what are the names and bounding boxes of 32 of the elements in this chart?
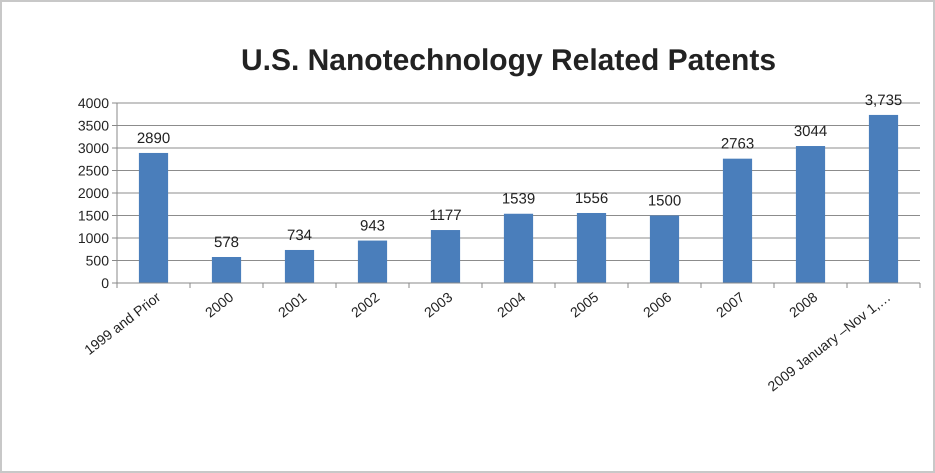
bar [650,216,680,283]
y-tick-label: 2000 [78,184,110,201]
bar [138,152,168,283]
data-label: 3044 [794,123,828,140]
bar [576,212,606,283]
bar [430,230,460,283]
y-tick-label: 4000 [78,94,110,111]
y-tick-label: 1500 [78,207,110,224]
data-label: 1556 [574,190,608,207]
chart-title: U.S. Nanotechnology Related Patents [240,44,776,77]
y-tick-label: 3000 [78,140,110,156]
data-label: 2763 [720,136,754,153]
data-label: 1500 [648,192,682,210]
y-tick-label: 2500 [78,162,110,178]
bar [796,146,826,283]
data-label: 578 [214,234,240,251]
bar [504,214,534,283]
data-label: 943 [360,218,386,235]
data-label: 734 [286,226,312,244]
bar [212,256,242,283]
data-label: 1177 [429,207,462,224]
data-label: 2890 [136,130,170,147]
bar [358,240,388,283]
y-tick-label: 1000 [78,230,110,246]
data-label: 3,735 [864,92,902,109]
bar [868,114,898,283]
y-tick-label: 0 [101,274,110,291]
data-label: 1539 [502,190,536,208]
y-tick-label: 3500 [78,117,110,134]
y-tick-label: 500 [86,252,110,268]
bar [284,250,314,283]
bar [722,158,752,283]
